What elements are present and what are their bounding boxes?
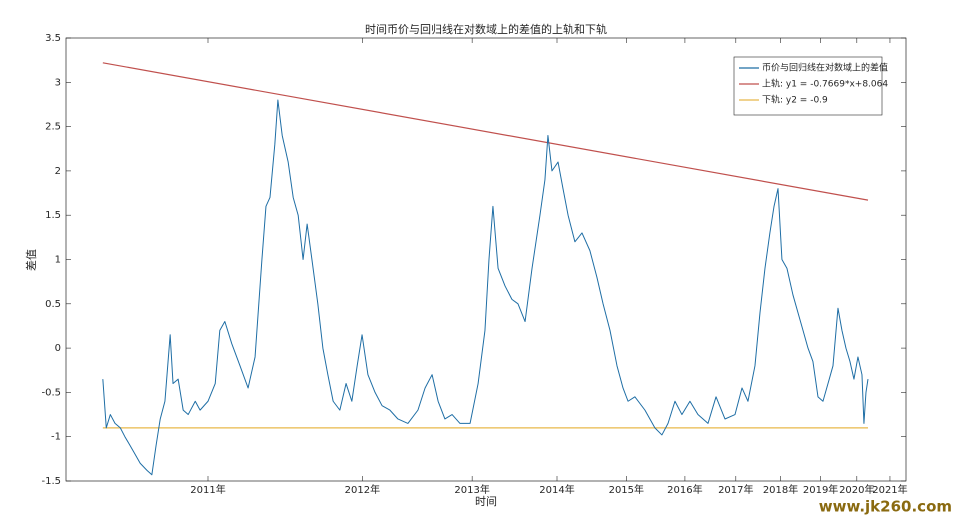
x-tick-label: 2013年 bbox=[454, 483, 489, 496]
y-tick-label: -0.5 bbox=[41, 387, 61, 398]
x-tick-label: 2017年 bbox=[718, 483, 753, 496]
x-axis-label: 时间 bbox=[475, 495, 497, 508]
y-tick-label: 1.5 bbox=[45, 210, 61, 221]
y-axis-label: 差值 bbox=[24, 249, 38, 271]
series-line bbox=[102, 99, 869, 476]
legend-text: 上轨: y1 = -0.7669*x+8.064 bbox=[762, 78, 888, 90]
series-line bbox=[102, 62, 869, 201]
y-tick-label: -1.5 bbox=[41, 476, 61, 487]
y-tick-label: 1 bbox=[55, 255, 61, 266]
y-tick-label: 2.5 bbox=[45, 122, 61, 133]
y-tick-label: 0.5 bbox=[45, 299, 61, 310]
y-tick-label: 2 bbox=[55, 166, 61, 177]
legend-box bbox=[733, 56, 883, 116]
legend-text: 币价与回归线在对数域上的差值 bbox=[762, 62, 888, 74]
x-tick-label: 2012年 bbox=[345, 483, 380, 496]
x-tick-label: 2015年 bbox=[609, 483, 644, 496]
chart-title: 时间币价与回归线在对数域上的差值的上轨和下轨 bbox=[365, 22, 607, 36]
x-tick-label: 2020年 bbox=[839, 483, 874, 496]
x-tick-label: 2021年 bbox=[872, 483, 907, 496]
watermark: www.jk260.com bbox=[819, 498, 952, 516]
y-tick-label: 0 bbox=[55, 343, 61, 354]
x-tick-label: 2016年 bbox=[667, 483, 702, 496]
legend-text: 下轨: y2 = -0.9 bbox=[762, 94, 828, 106]
x-tick-label: 2018年 bbox=[763, 483, 798, 496]
y-tick-label: -1 bbox=[51, 432, 61, 443]
y-tick-label: 3 bbox=[55, 77, 61, 88]
plot-frame bbox=[65, 37, 907, 482]
y-tick-label: 3.5 bbox=[45, 33, 61, 44]
x-tick-label: 2014年 bbox=[539, 483, 574, 496]
x-tick-label: 2011年 bbox=[190, 483, 225, 496]
x-tick-label: 2019年 bbox=[803, 483, 838, 496]
